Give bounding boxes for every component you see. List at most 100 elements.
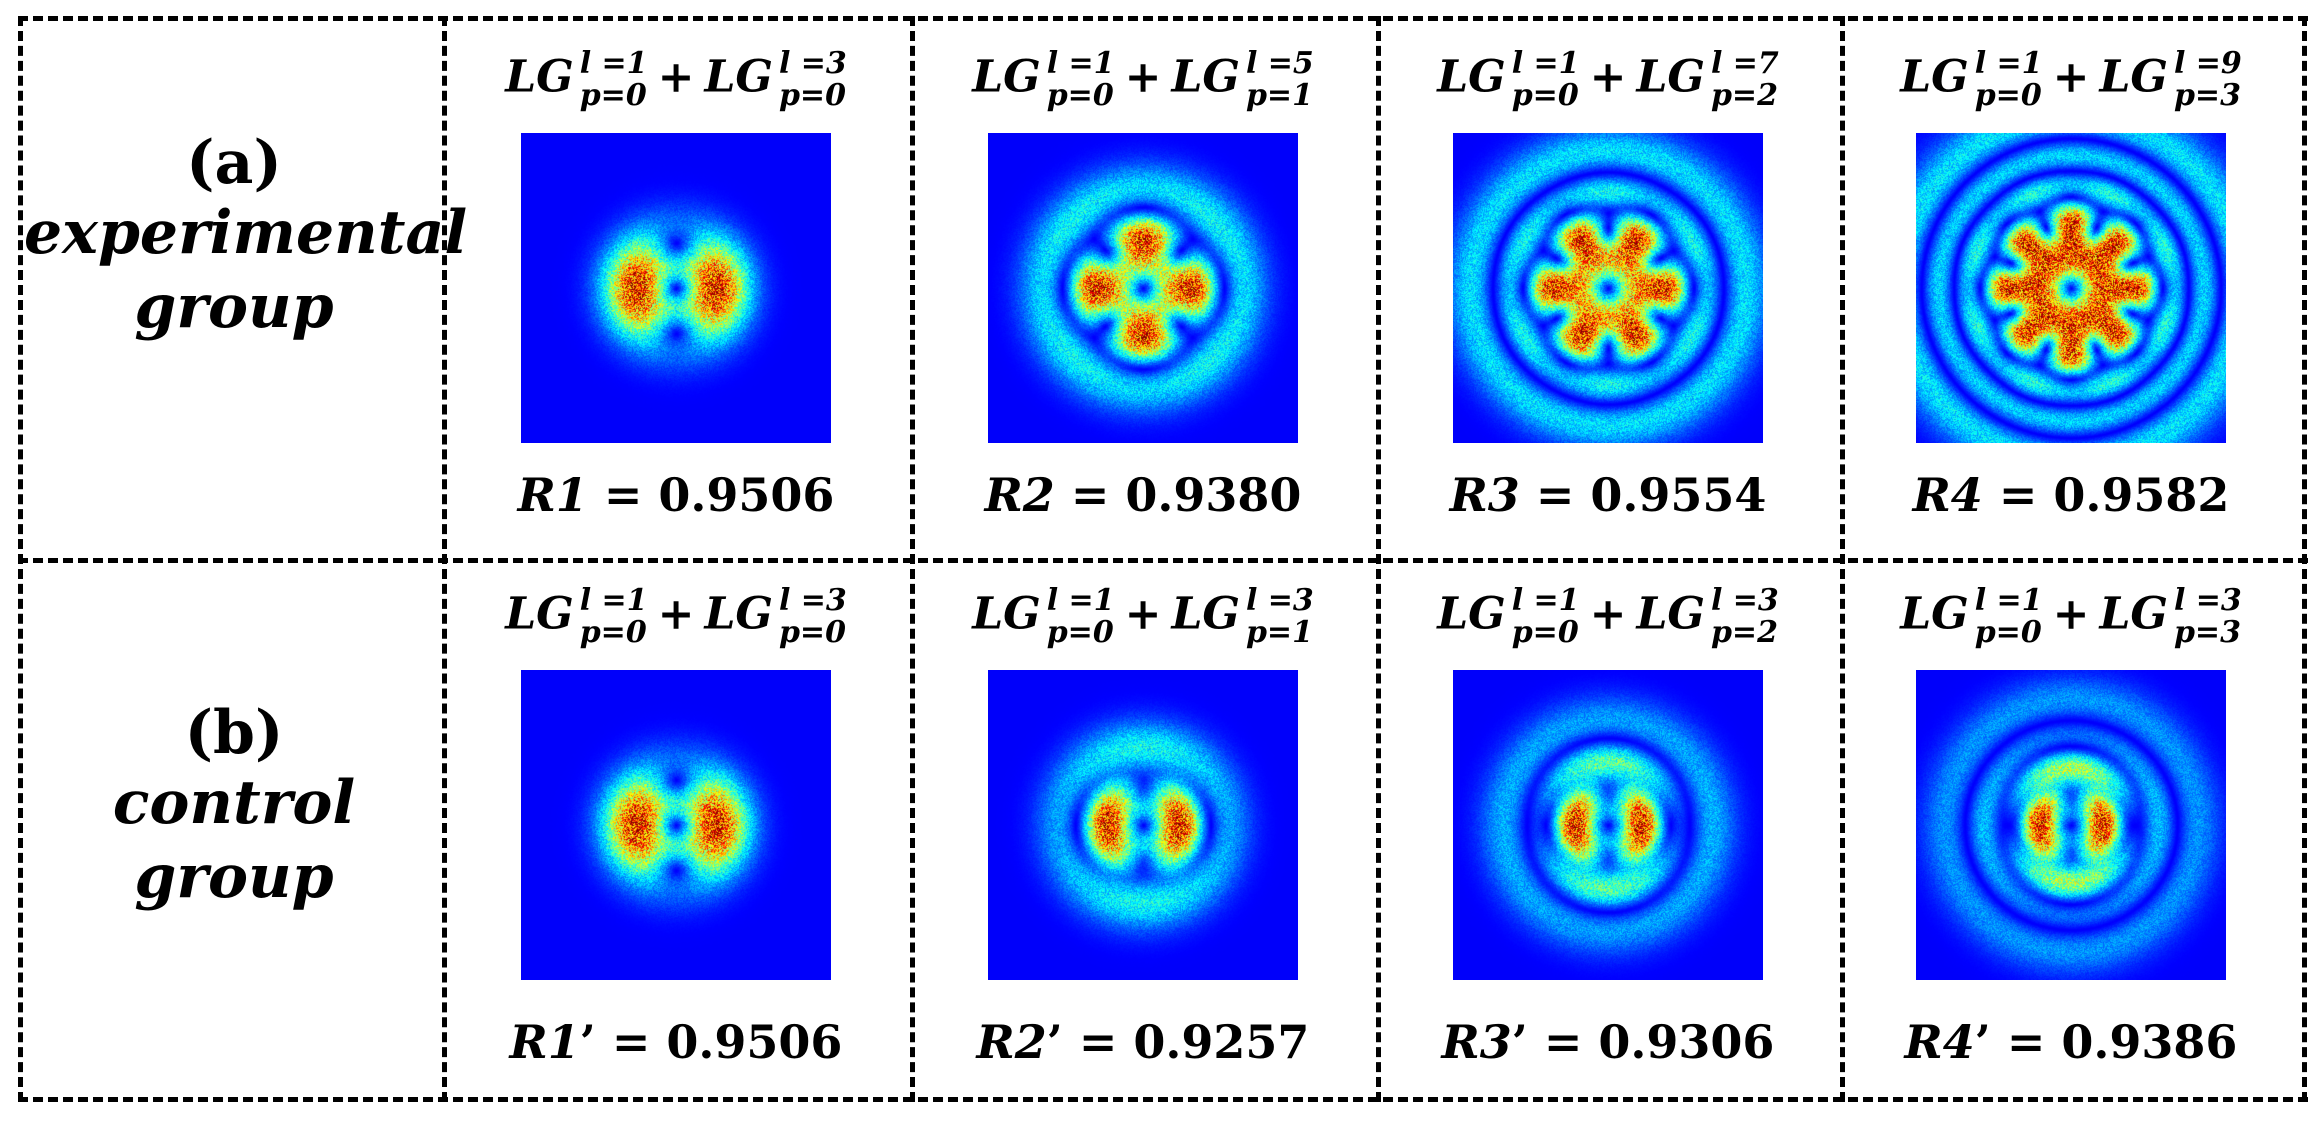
lg-term1-base: LG	[972, 588, 1041, 640]
intensity-canvas	[1453, 133, 1763, 443]
lg-term2-base: LG	[704, 51, 773, 103]
lg-term1-indices: l =1 p=0	[1047, 585, 1115, 649]
intensity-pattern-image	[1916, 670, 2226, 980]
ratio-number: = 0.9306	[1527, 1015, 1775, 1069]
lg-term2-indices: l =3 p=1	[1246, 585, 1314, 649]
plus-sign: +	[1124, 51, 1162, 103]
plus-sign: +	[657, 588, 695, 640]
ratio-symbol: R4	[1904, 1015, 1975, 1069]
ratio-number: = 0.9257	[1062, 1015, 1310, 1069]
intensity-canvas	[1916, 133, 2226, 443]
intensity-canvas	[988, 670, 1298, 980]
lg-term2-l: l =3	[778, 46, 847, 81]
correlation-value: R3 = 0.9554	[1378, 468, 1838, 522]
lg-term2-p: p=3	[2173, 78, 2241, 113]
ratio-symbol: R4	[1912, 468, 1983, 522]
ratio-number: = 0.9582	[1982, 468, 2230, 522]
lg-term1-indices: l =1 p=0	[1512, 585, 1580, 649]
lg-term2-indices: l =9 p=3	[2174, 48, 2242, 112]
lg-term2-p: p=0	[778, 615, 846, 650]
lg-term2-p: p=3	[2173, 615, 2241, 650]
mode-formula: LG l =1 p=0 + LG l =3 p=0	[451, 48, 901, 138]
grid-line-col2	[910, 16, 915, 1102]
plus-sign: +	[2052, 588, 2090, 640]
lg-term1-p: p=0	[1511, 78, 1579, 113]
lg-term2-p: p=1	[1245, 78, 1313, 113]
row-label-control: (b) control group	[24, 700, 444, 914]
ratio-number: = 0.9506	[587, 468, 835, 522]
lg-term1-p: p=0	[579, 78, 647, 113]
row-name-line1: control group	[112, 768, 356, 912]
ratio-symbol: R2	[984, 468, 1055, 522]
lg-term1-indices: l =1 p=0	[580, 48, 648, 112]
intensity-pattern-image	[1453, 133, 1763, 443]
intensity-canvas	[521, 133, 831, 443]
intensity-canvas	[1453, 670, 1763, 980]
lg-term1-base: LG	[505, 588, 574, 640]
row-tag: (b)	[184, 698, 284, 768]
plus-sign: +	[2052, 51, 2090, 103]
intensity-pattern-image	[521, 670, 831, 980]
mode-formula: LG l =1 p=0 + LG l =3 p=3	[1846, 585, 2296, 675]
lg-term2-base: LG	[1171, 588, 1240, 640]
ratio-number: = 0.9506	[595, 1015, 843, 1069]
ratio-symbol: R3	[1441, 1015, 1512, 1069]
lg-term1-p: p=0	[1046, 615, 1114, 650]
lg-term2-base: LG	[1636, 51, 1705, 103]
lg-term2-indices: l =7 p=2	[1711, 48, 1779, 112]
lg-term1-l: l =1	[1511, 583, 1580, 618]
intensity-pattern-image	[988, 670, 1298, 980]
lg-term2-p: p=2	[1710, 615, 1778, 650]
lg-term2-l: l =3	[1710, 583, 1779, 618]
correlation-value: R4 = 0.9582	[1841, 468, 2301, 522]
lg-term1-l: l =1	[579, 583, 648, 618]
lg-term2-l: l =3	[2173, 583, 2242, 618]
lg-term1-base: LG	[1900, 588, 1969, 640]
correlation-value: R1’ = 0.9506	[446, 1015, 906, 1069]
lg-term2-indices: l =3 p=0	[779, 585, 847, 649]
lg-term1-indices: l =1 p=0	[1512, 48, 1580, 112]
correlation-value: R1 = 0.9506	[446, 468, 906, 522]
lg-term1-base: LG	[972, 51, 1041, 103]
mode-formula: LG l =1 p=0 + LG l =3 p=1	[918, 585, 1368, 675]
ratio-number: = 0.9386	[1990, 1015, 2238, 1069]
mode-formula: LG l =1 p=0 + LG l =3 p=2	[1383, 585, 1833, 675]
mode-formula: LG l =1 p=0 + LG l =7 p=2	[1383, 48, 1833, 138]
plus-sign: +	[1589, 51, 1627, 103]
lg-term2-base: LG	[1171, 51, 1240, 103]
mode-formula: LG l =1 p=0 + LG l =3 p=0	[451, 585, 901, 675]
intensity-pattern-image	[521, 133, 831, 443]
lg-term2-base: LG	[1636, 588, 1705, 640]
lg-term2-base: LG	[2099, 51, 2168, 103]
ratio-prime: ’	[1046, 1015, 1063, 1069]
correlation-value: R4’ = 0.9386	[1841, 1015, 2301, 1069]
lg-term1-p: p=0	[1511, 615, 1579, 650]
lg-term2-l: l =3	[778, 583, 847, 618]
intensity-canvas	[988, 133, 1298, 443]
lg-term2-l: l =9	[2173, 46, 2242, 81]
intensity-canvas	[1916, 670, 2226, 980]
lg-term2-indices: l =3 p=3	[2174, 585, 2242, 649]
lg-term1-indices: l =1 p=0	[1047, 48, 1115, 112]
intensity-pattern-image	[988, 133, 1298, 443]
ratio-symbol: R2	[976, 1015, 1047, 1069]
grid-line-left	[18, 16, 23, 1102]
lg-term1-indices: l =1 p=0	[580, 585, 648, 649]
lg-term2-l: l =7	[1710, 46, 1779, 81]
lg-term1-base: LG	[505, 51, 574, 103]
lg-term2-indices: l =3 p=0	[779, 48, 847, 112]
grid-line-col1	[442, 16, 447, 1102]
ratio-prime: ’	[579, 1015, 596, 1069]
ratio-symbol: R1	[509, 1015, 580, 1069]
row-name-line2: group	[134, 272, 334, 342]
intensity-pattern-image	[1453, 670, 1763, 980]
intensity-pattern-image	[1916, 133, 2226, 443]
plus-sign: +	[1589, 588, 1627, 640]
correlation-value: R2 = 0.9380	[913, 468, 1373, 522]
intensity-canvas	[521, 670, 831, 980]
plus-sign: +	[1124, 588, 1162, 640]
lg-term1-p: p=0	[1974, 615, 2042, 650]
lg-term2-base: LG	[704, 588, 773, 640]
lg-term1-p: p=0	[1974, 78, 2042, 113]
